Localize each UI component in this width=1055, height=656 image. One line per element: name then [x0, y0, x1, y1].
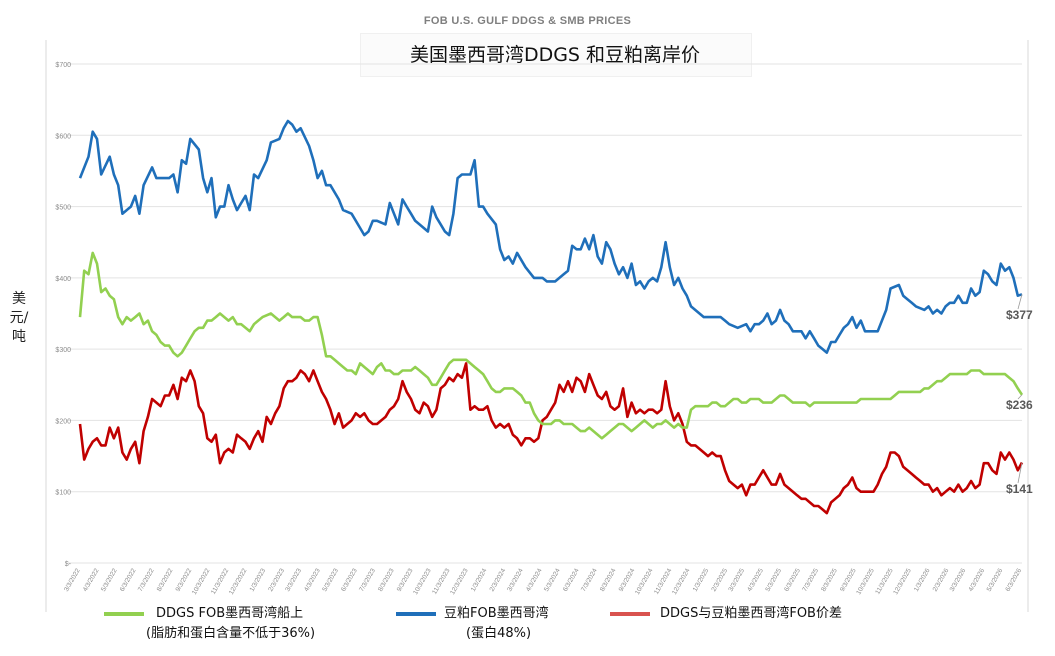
x-tick-label: 4/3/2023 [303, 567, 322, 593]
x-tick-label: 6/3/2024 [562, 567, 581, 593]
end-label-leader [1017, 394, 1023, 400]
end-label-leader [1017, 294, 1023, 310]
x-tick-label: 4/3/2025 [746, 567, 765, 593]
legend-swatch-spread [610, 612, 650, 616]
x-tick-label: 6/3/2025 [783, 567, 802, 593]
y-tick-label: $500 [55, 205, 71, 212]
y-tick-label: $- [65, 561, 72, 568]
y-tick-label: $600 [55, 133, 71, 140]
x-tick-label: 7/3/2023 [358, 567, 377, 593]
x-tick-label: 8/3/2024 [599, 567, 618, 593]
legend-label-ddgs-note: (脂肪和蛋白含量不低于36%) [146, 626, 316, 641]
legend-label-smb-note: (蛋白48%) [466, 626, 532, 641]
x-tick-label: 5/3/2025 [764, 567, 783, 593]
x-tick-label: 3/3/2023 [284, 567, 303, 593]
y-axis-label: 美元/吨 [9, 291, 29, 345]
x-tick-label: 7/3/2022 [137, 567, 156, 593]
y-tick-label: $200 [55, 418, 71, 425]
x-tick-label: 11/3/2025 [874, 567, 894, 595]
x-tick-label: 5/3/2023 [321, 567, 340, 593]
legend-label-ddgs: DDGS FOB墨西哥湾船上 [156, 606, 304, 621]
x-tick-labels: 3/3/2022 4/3/2022 5/3/2022 6/3/2022 7/3/2022… [63, 567, 1023, 596]
y-tick-labels: $- $100 $200 $300 $400 $500 $600 $700 [55, 62, 71, 568]
x-tick-label: 5/3/2026 [986, 567, 1005, 593]
end-value-labels: $141 $236 $377 [1006, 294, 1033, 496]
series-line-1 [78, 251, 1024, 440]
end-label-leader [1017, 462, 1023, 484]
x-tick-label: 4/3/2022 [82, 567, 101, 593]
y-tick-label: $700 [55, 62, 71, 69]
x-tick-label: 11/3/2022 [210, 567, 230, 595]
end-value-label: $141 [1006, 482, 1033, 496]
x-tick-label: 5/3/2024 [543, 567, 562, 593]
y-tick-label: $400 [55, 276, 71, 283]
x-tick-label: 3/3/2025 [727, 567, 746, 593]
x-tick-label: 8/3/2022 [156, 567, 175, 593]
x-tick-label: 2/3/2024 [489, 567, 508, 593]
legend-swatch-smb [396, 612, 436, 616]
x-tick-label: 4/3/2024 [525, 567, 544, 593]
series-lines [78, 119, 1024, 515]
gridlines [68, 63, 1022, 564]
y-tick-label: $300 [55, 347, 71, 354]
x-tick-label: 9/3/2023 [396, 567, 415, 593]
chart-title-cn: 美国墨西哥湾DDGS 和豆粕离岸价 [409, 44, 701, 66]
x-tick-label: 9/3/2022 [175, 567, 194, 593]
x-tick-label: 6/3/2023 [340, 567, 359, 593]
x-tick-label: 12/3/2023 [449, 567, 470, 596]
end-value-label: $377 [1006, 308, 1033, 322]
x-tick-label: 10/3/2023 [412, 567, 433, 596]
x-tick-label: 1/3/2024 [470, 567, 489, 593]
legend-label-smb: 豆粕FOB墨西哥湾 [444, 606, 549, 621]
y-tick-label: $100 [55, 490, 71, 497]
end-value-label: $236 [1006, 398, 1033, 412]
x-tick-label: 6/3/2026 [1004, 567, 1023, 593]
x-tick-label: 11/3/2024 [653, 567, 673, 595]
legend-swatch-ddgs [104, 612, 144, 616]
x-tick-label: 5/3/2022 [100, 567, 119, 593]
chart-title-en: FOB U.S. GULF DDGS & SMB PRICES [423, 15, 632, 27]
x-tick-label: 11/3/2023 [431, 567, 451, 595]
x-tick-label: 3/3/2024 [506, 567, 525, 593]
x-tick-label: 1/3/2026 [913, 567, 932, 593]
x-tick-label: 1/3/2025 [692, 567, 711, 593]
x-tick-label: 10/3/2025 [855, 567, 876, 596]
series-line-2 [78, 362, 1024, 515]
x-tick-label: 9/3/2024 [618, 567, 637, 593]
x-tick-label: 6/3/2022 [119, 567, 138, 593]
x-tick-label: 8/3/2025 [820, 567, 839, 593]
x-tick-label: 10/3/2024 [634, 567, 655, 596]
x-tick-label: 9/3/2025 [839, 567, 858, 593]
x-tick-label: 7/3/2025 [801, 567, 820, 593]
legend-label-spread: DDGS与豆粕墨西哥湾FOB价差 [660, 606, 842, 621]
x-tick-label: 4/3/2026 [967, 567, 986, 593]
chart-title-box [360, 33, 752, 77]
x-tick-label: 7/3/2024 [580, 567, 599, 593]
x-tick-label: 1/3/2023 [249, 567, 268, 593]
x-tick-label: 12/3/2025 [892, 567, 913, 596]
series-line-0 [78, 119, 1023, 354]
x-tick-label: 3/3/2026 [949, 567, 968, 593]
x-tick-label: 3/3/2022 [63, 567, 82, 593]
x-tick-label: 12/3/2022 [228, 567, 249, 596]
x-tick-label: 10/3/2022 [191, 567, 212, 596]
x-tick-label: 12/3/2024 [671, 567, 692, 596]
x-tick-label: 8/3/2023 [377, 567, 396, 593]
